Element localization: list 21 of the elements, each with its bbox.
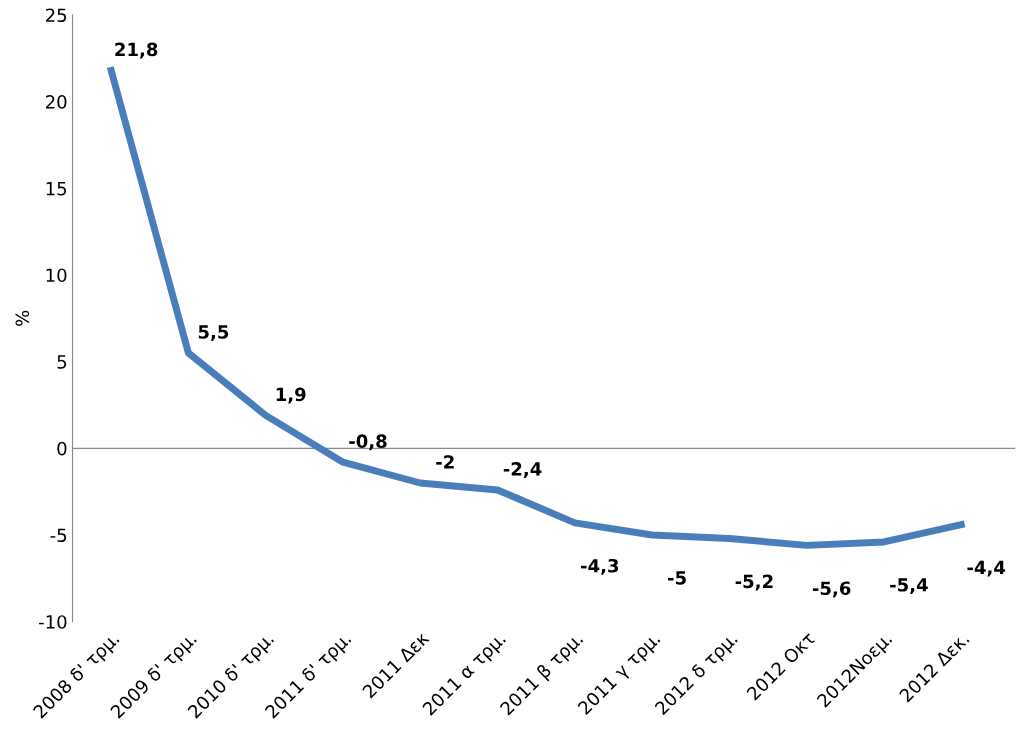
data-label: 1,9: [276, 387, 306, 404]
y-tick-label: -10: [39, 615, 67, 629]
data-label: -5,6: [812, 581, 851, 598]
data-label: -5,2: [735, 574, 773, 591]
y-tick-label: 10: [46, 268, 67, 283]
data-label: -2,4: [503, 462, 542, 479]
data-label: -5: [668, 571, 686, 585]
data-label: -5,4: [890, 578, 928, 594]
data-label: -4,4: [967, 560, 1006, 577]
data-label: 5,5: [198, 325, 229, 342]
y-tick-label: 5: [57, 355, 67, 369]
y-tick-label: -5: [50, 528, 67, 543]
y-tick-label: 25: [46, 8, 67, 23]
data-label: 21,8: [115, 42, 158, 59]
data-label: -0,8: [349, 434, 387, 451]
y-tick-label: 15: [46, 182, 67, 196]
y-tick-label: 20: [46, 95, 67, 109]
y-tick-label: 0: [57, 441, 67, 456]
y-axis-title: %: [15, 310, 30, 326]
data-label: -4,3: [581, 558, 619, 575]
data-label: -2: [436, 455, 454, 469]
